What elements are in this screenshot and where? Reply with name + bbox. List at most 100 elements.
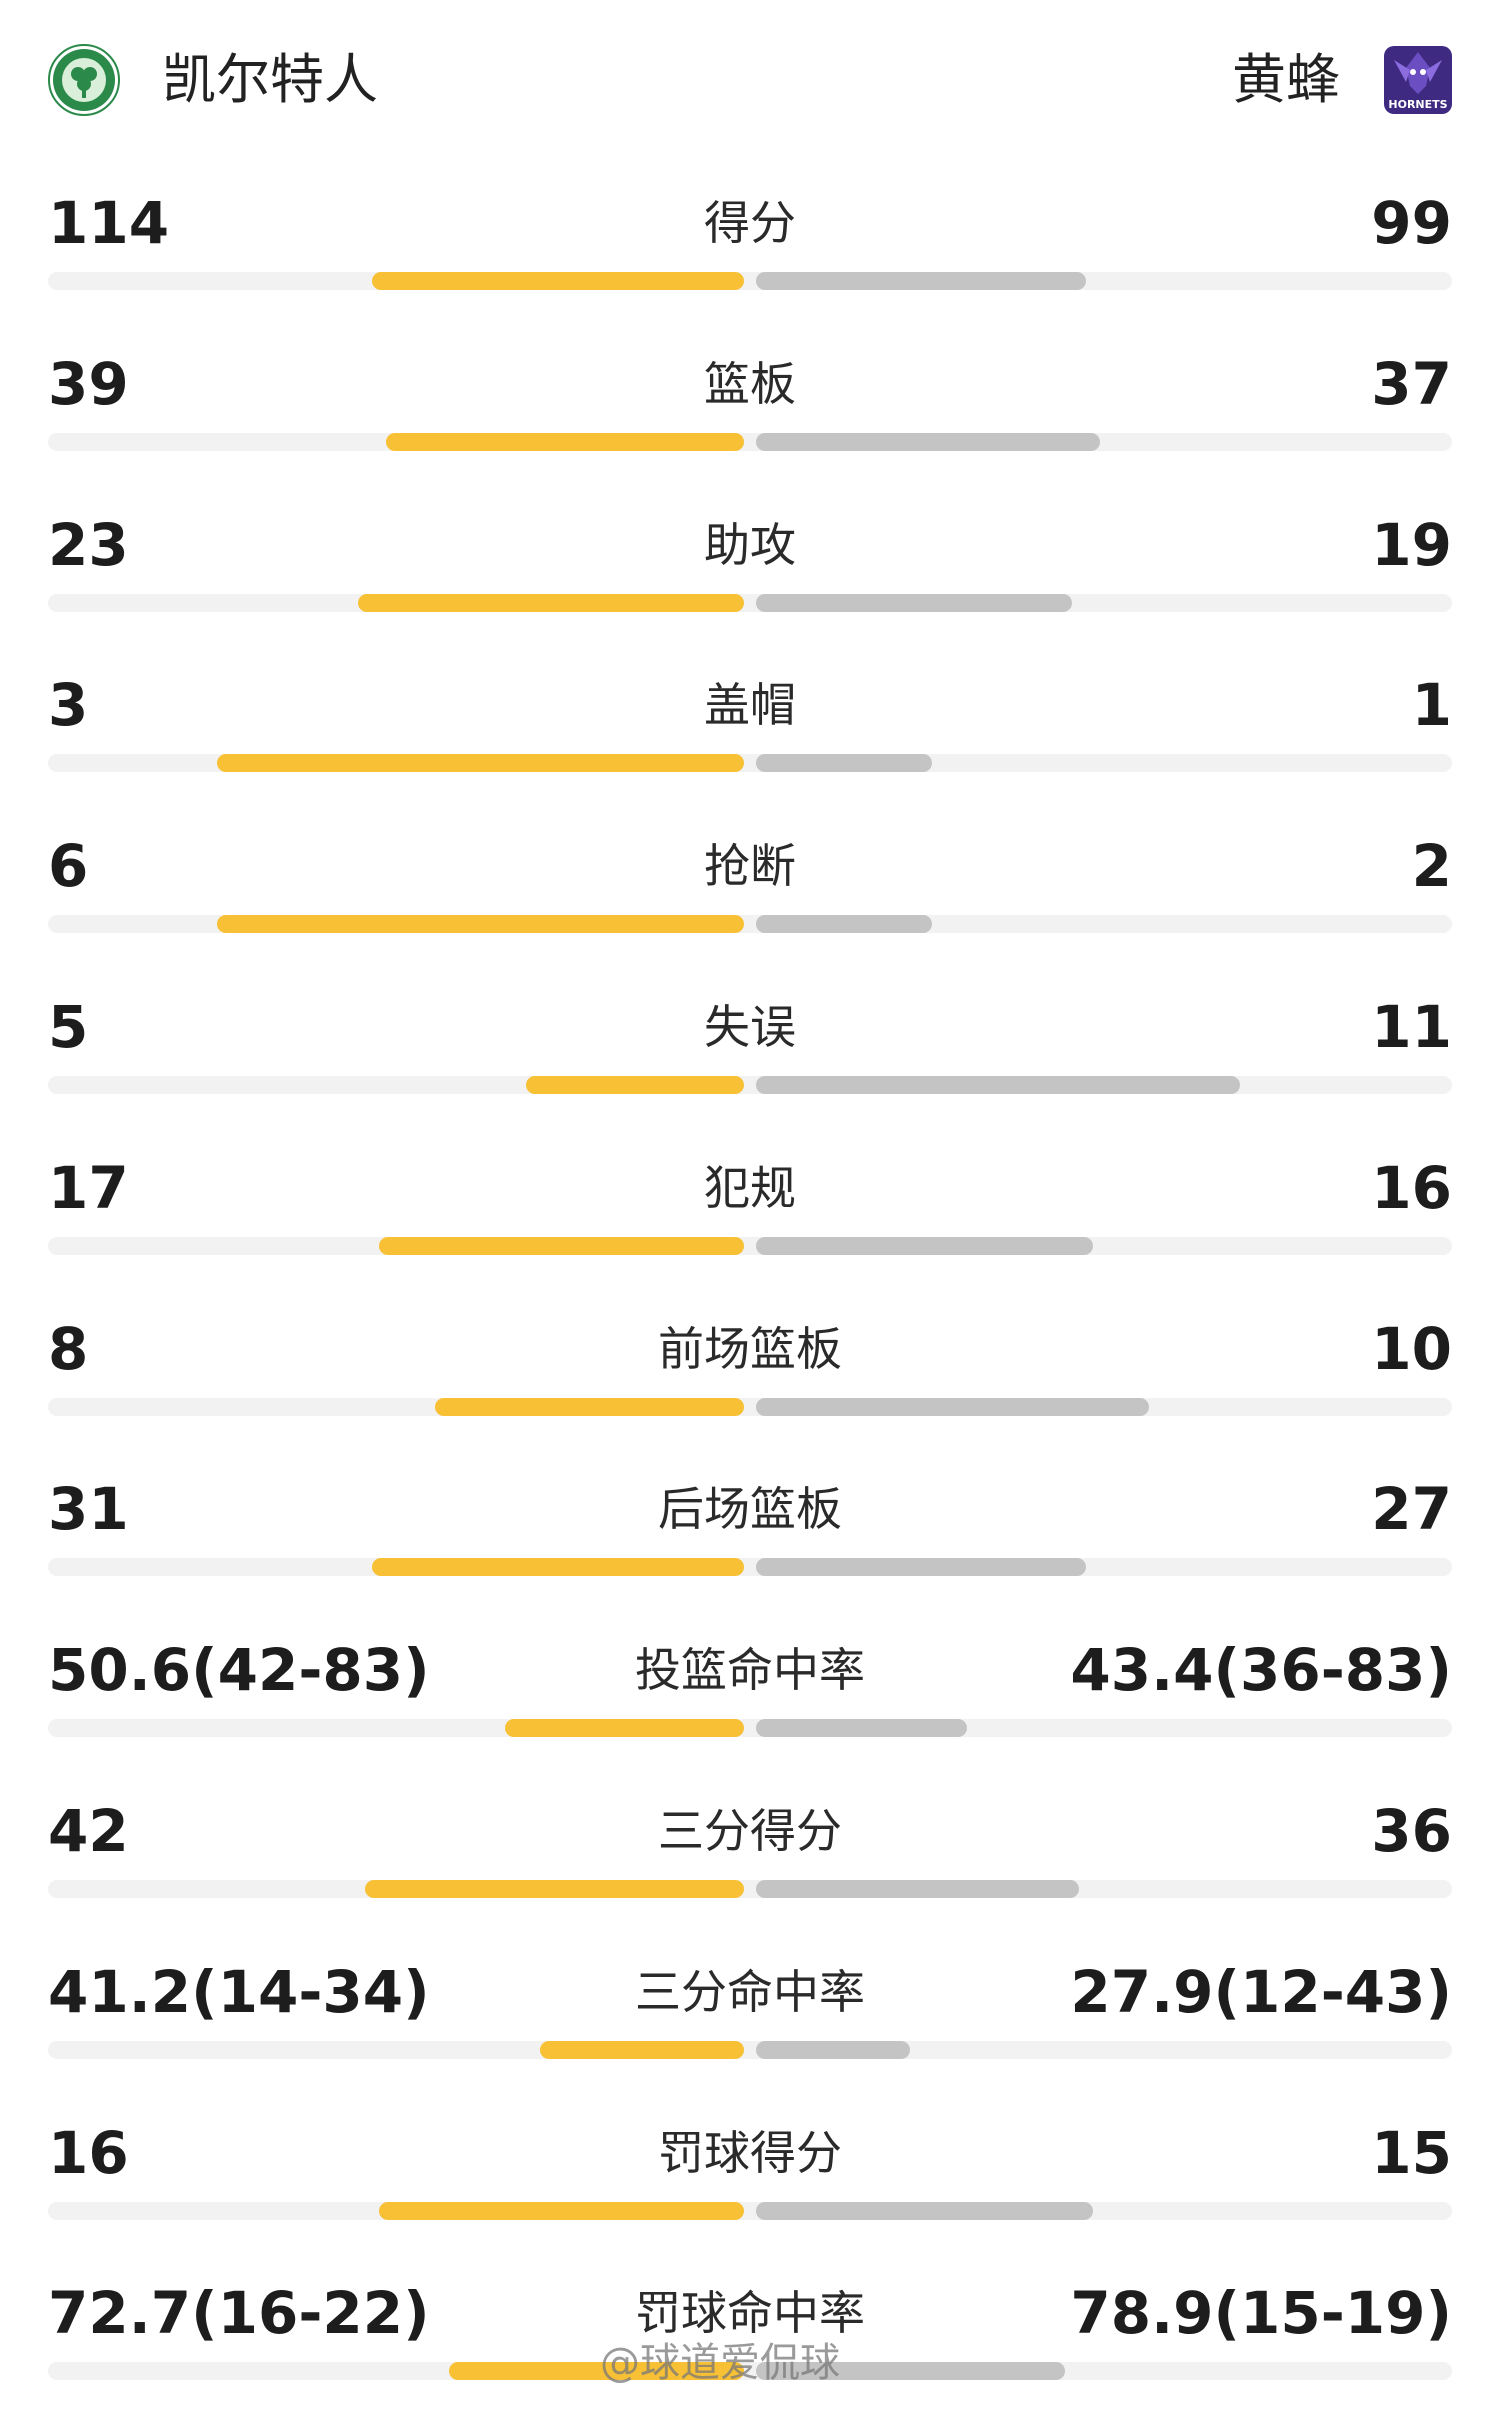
left-team-bar <box>435 1397 744 1416</box>
comparison-track <box>48 1719 1452 1738</box>
comparison-track <box>48 272 1452 290</box>
left-team-value: 31 <box>48 1475 129 1544</box>
left-team-value: 42 <box>48 1796 129 1865</box>
stat-label: 前场篮板 <box>658 1321 842 1376</box>
left-team-value: 23 <box>48 510 129 579</box>
right-team-bar <box>756 1879 1079 1898</box>
left-team-value: 8 <box>48 1314 89 1383</box>
right-team-bar <box>756 2201 1093 2220</box>
left-team-bar <box>505 1719 744 1738</box>
right-team-bar <box>756 593 1072 612</box>
stat-row: 41.2(14-34) 三分命中率 27.9(12-43) <box>0 1937 1500 2098</box>
left-team-value: 50.6(42-83) <box>48 1636 430 1705</box>
left-team-bar <box>379 2201 744 2220</box>
stat-row: 3 盖帽 1 <box>0 650 1500 811</box>
comparison-track <box>48 1075 1452 1094</box>
comparison-track <box>48 2362 1452 2381</box>
stat-label: 得分 <box>704 196 796 250</box>
left-team-value: 17 <box>48 1153 129 1222</box>
right-team-bar <box>756 1075 1240 1094</box>
left-team-bar <box>372 1558 744 1577</box>
right-team-value: 16 <box>1371 1153 1452 1222</box>
right-team-bar <box>756 1236 1093 1255</box>
stat-row: 114 得分 99 <box>0 168 1500 329</box>
right-team-bar <box>756 1397 1149 1416</box>
stat-row: 50.6(42-83) 投篮命中率 43.4(36-83) <box>0 1615 1500 1776</box>
stat-label: 犯规 <box>704 1160 796 1215</box>
right-team-value: 27 <box>1371 1475 1452 1544</box>
celtics-logo-icon <box>48 44 120 116</box>
right-team-value: 78.9(15-19) <box>1070 2279 1452 2348</box>
left-team-bar <box>217 915 744 934</box>
stat-label: 助攻 <box>704 517 796 572</box>
comparison-track <box>48 1558 1452 1577</box>
right-team-name: 黄蜂 <box>1232 48 1340 111</box>
stat-row: 17 犯规 16 <box>0 1133 1500 1294</box>
stat-label: 罚球得分 <box>658 2125 842 2180</box>
left-team-bar <box>365 1879 744 1898</box>
left-team-value: 5 <box>48 992 89 1061</box>
hornets-logo-icon: HORNETS <box>1384 46 1452 114</box>
left-team-bar <box>449 2362 744 2381</box>
left-team-bar <box>540 2040 744 2059</box>
right-team-value: 11 <box>1371 992 1452 1061</box>
left-team-value: 6 <box>48 832 89 901</box>
left-team-bar <box>358 593 744 612</box>
stat-label: 罚球命中率 <box>635 2286 865 2341</box>
team-header: 凯尔特人 黄蜂 HORNETS <box>0 0 1500 160</box>
stat-row: 39 篮板 37 <box>0 329 1500 490</box>
right-team-value: 10 <box>1371 1314 1452 1383</box>
right-team-bar <box>756 1719 967 1738</box>
comparison-track <box>48 1397 1452 1416</box>
stat-row: 23 助攻 19 <box>0 490 1500 651</box>
hornets-logo-text: HORNETS <box>1388 98 1447 111</box>
stat-label: 三分命中率 <box>635 1964 865 2019</box>
right-team-bar <box>756 432 1100 451</box>
right-team-bar <box>756 272 1086 290</box>
left-team-bar <box>379 1236 744 1255</box>
stat-row: 31 后场篮板 27 <box>0 1454 1500 1615</box>
right-team-bar <box>756 1558 1086 1577</box>
left-team-value: 16 <box>48 2118 129 2187</box>
comparison-track <box>48 593 1452 612</box>
stat-label: 篮板 <box>704 356 796 411</box>
left-team-value: 114 <box>48 189 170 257</box>
comparison-track <box>48 2201 1452 2220</box>
stat-label: 投篮命中率 <box>635 1643 865 1698</box>
right-team-value: 2 <box>1411 832 1452 901</box>
right-team-value: 37 <box>1371 349 1452 418</box>
right-team-value: 1 <box>1411 671 1452 740</box>
right-team-bar <box>756 754 932 773</box>
left-team-bar <box>386 432 744 451</box>
left-team-name: 凯尔特人 <box>162 48 378 111</box>
left-team-bar <box>372 272 744 290</box>
stats-list: 114 得分 99 39 篮板 37 23 助攻 19 3 盖帽 1 6 抢断 2 5 失误 11 17 犯规 16 8 前… <box>0 168 1500 2419</box>
stat-row: 6 抢断 2 <box>0 811 1500 972</box>
right-team-bar <box>756 2040 910 2059</box>
comparison-track <box>48 1236 1452 1255</box>
watermark: @球道爱侃球 <box>600 2340 840 2386</box>
stat-label: 抢断 <box>704 839 796 894</box>
stat-label: 后场篮板 <box>658 1482 842 1537</box>
right-team-value: 27.9(12-43) <box>1070 1957 1452 2026</box>
right-team-value: 43.4(36-83) <box>1070 1636 1452 1705</box>
stat-row: 42 三分得分 36 <box>0 1776 1500 1937</box>
left-team-value: 3 <box>48 671 89 740</box>
right-team-value: 99 <box>1371 189 1452 257</box>
stat-row: 5 失误 11 <box>0 972 1500 1133</box>
comparison-track <box>48 432 1452 451</box>
comparison-track <box>48 1879 1452 1898</box>
stat-row: 72.7(16-22) 罚球命中率 78.9(15-19) <box>0 2258 1500 2419</box>
stat-row: 8 前场篮板 10 <box>0 1294 1500 1455</box>
stat-label: 盖帽 <box>704 678 796 733</box>
right-team-bar <box>756 2362 1065 2381</box>
left-team-value: 41.2(14-34) <box>48 1957 430 2026</box>
left-team-value: 39 <box>48 349 129 418</box>
comparison-track <box>48 2040 1452 2059</box>
left-team-bar <box>526 1075 744 1094</box>
right-team-value: 15 <box>1371 2118 1452 2187</box>
right-team-value: 19 <box>1371 510 1452 579</box>
stat-row: 16 罚球得分 15 <box>0 2098 1500 2259</box>
right-team-bar <box>756 915 932 934</box>
left-team-bar <box>217 754 744 773</box>
